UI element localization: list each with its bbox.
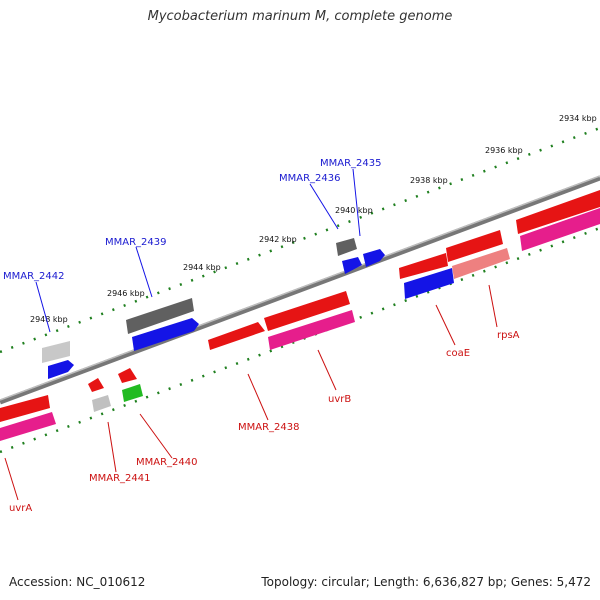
- leader-line: [317, 349, 337, 391]
- leader-line: [488, 284, 498, 328]
- gene-arrow-red[interactable]: [516, 190, 600, 234]
- gene-arrow-green[interactable]: [122, 384, 143, 402]
- leader-line: [135, 246, 153, 298]
- accession-text: Accession: NC_010612: [9, 575, 146, 589]
- leader-line: [4, 457, 19, 501]
- map-title: Mycobacterium marinum M, complete genome: [147, 9, 453, 24]
- gene-arrow-pink[interactable]: [268, 310, 355, 350]
- gene-arrow-blue[interactable]: [48, 360, 74, 379]
- gene-arrow-dark-gray[interactable]: [336, 238, 357, 256]
- tick-label: 2948 kbp: [30, 315, 68, 324]
- gene-arrow-gray[interactable]: [42, 341, 70, 363]
- gene-label[interactable]: MMAR_2440: [136, 457, 198, 468]
- gene-arrow-blue[interactable]: [404, 268, 454, 299]
- gene-label[interactable]: MMAR_2436: [279, 173, 341, 184]
- gene-label[interactable]: MMAR_2439: [105, 237, 167, 248]
- gene-label[interactable]: uvrB: [328, 394, 351, 405]
- tick-label: 2944 kbp: [183, 263, 221, 272]
- gene-arrow-red[interactable]: [264, 291, 350, 331]
- leader-line: [107, 421, 117, 473]
- gene-label[interactable]: MMAR_2441: [89, 473, 151, 484]
- leader-line: [435, 304, 456, 346]
- genome-backbone: [0, 175, 600, 405]
- gene-label[interactable]: MMAR_2438: [238, 422, 300, 433]
- gene-arrow-red[interactable]: [0, 395, 50, 422]
- tick-label: 2936 kbp: [485, 146, 523, 155]
- gene-arrow-salmon[interactable]: [452, 248, 510, 279]
- tick-label: 2942 kbp: [259, 235, 297, 244]
- gene-arrow-blue[interactable]: [342, 257, 362, 274]
- leader-line: [247, 373, 269, 421]
- gene-arrow-red[interactable]: [118, 368, 137, 383]
- topology-text: Topology: circular; Length: 6,636,827 bp…: [261, 575, 591, 589]
- gene-arrow-pink[interactable]: [0, 412, 56, 441]
- gene-arrow-red[interactable]: [446, 230, 503, 262]
- gene-arrow-red[interactable]: [208, 322, 265, 350]
- gene-arrow-red[interactable]: [399, 253, 448, 279]
- gene-label[interactable]: rpsA: [497, 330, 520, 341]
- gene-arrow-pink[interactable]: [520, 208, 600, 251]
- tick-label: 2934 kbp: [559, 114, 597, 123]
- gene-label[interactable]: uvrA: [9, 503, 32, 514]
- leader-line: [309, 183, 339, 230]
- tick-label: 2938 kbp: [410, 176, 448, 185]
- gene-label[interactable]: coaE: [446, 348, 470, 359]
- gene-label[interactable]: MMAR_2442: [3, 271, 65, 282]
- gene-arrow-blue[interactable]: [132, 318, 199, 351]
- genome-backbone-highlight: [0, 175, 600, 401]
- tick-label: 2946 kbp: [107, 289, 145, 298]
- leader-line: [35, 281, 51, 333]
- tick-label: 2940 kbp: [335, 206, 373, 215]
- gene-arrow-blue[interactable]: [363, 249, 385, 267]
- leader-line: [352, 168, 361, 237]
- leader-line: [139, 413, 173, 459]
- gene-arrow-dark-gray[interactable]: [126, 298, 194, 334]
- gene-label[interactable]: MMAR_2435: [320, 158, 382, 169]
- gene-arrow-light-gray[interactable]: [92, 395, 111, 412]
- gene-arrow-red[interactable]: [88, 378, 104, 392]
